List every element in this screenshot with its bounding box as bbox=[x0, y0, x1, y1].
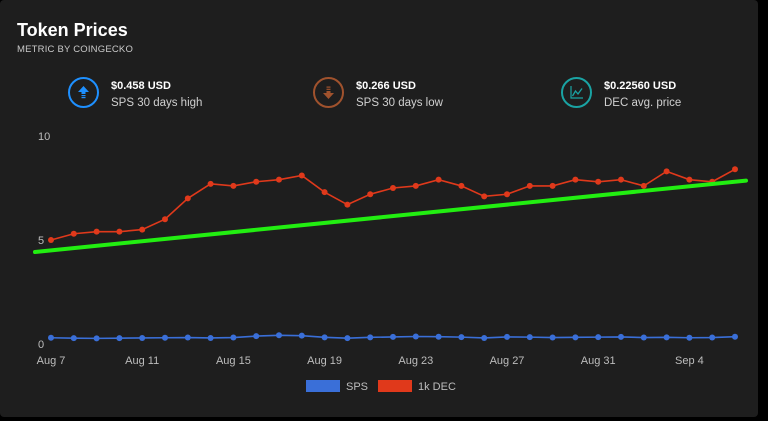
price-chart: 0 5 10 Aug 7 Aug 11 Aug 15 Aug 19 Aug 23 Aug 27 A… bbox=[33, 131, 748, 393]
trend-overlay-line bbox=[33, 178, 748, 255]
data-point-dec bbox=[139, 226, 146, 233]
data-point-sps bbox=[481, 334, 488, 341]
stat-value: $0.22560 USD bbox=[604, 80, 677, 92]
legend-label: SPS bbox=[346, 381, 368, 393]
data-point-dec bbox=[93, 228, 100, 235]
data-point-dec bbox=[207, 180, 214, 187]
x-tick-label: Sep 4 bbox=[675, 355, 704, 367]
x-tick-label: Aug 15 bbox=[216, 355, 251, 367]
data-point-dec bbox=[572, 176, 579, 183]
x-tick-label: Aug 19 bbox=[307, 355, 342, 367]
line-chart-icon bbox=[561, 77, 592, 108]
data-point-sps bbox=[367, 334, 374, 341]
stat-value: $0.458 USD bbox=[111, 80, 171, 92]
data-point-sps bbox=[709, 334, 716, 341]
data-point-dec bbox=[686, 176, 693, 183]
data-point-sps bbox=[253, 333, 260, 340]
stat-value: $0.266 USD bbox=[356, 80, 416, 92]
data-point-sps bbox=[663, 334, 670, 341]
token-prices-card: Token Prices METRIC BY COINGECKO $0.458 … bbox=[0, 0, 758, 417]
data-point-sps bbox=[230, 334, 237, 341]
data-point-sps bbox=[504, 333, 510, 340]
data-point-sps bbox=[412, 333, 419, 340]
data-point-dec bbox=[253, 178, 260, 185]
data-point-sps bbox=[686, 334, 693, 341]
legend-label: 1k DEC bbox=[418, 381, 456, 393]
y-tick-label: 10 bbox=[38, 131, 50, 143]
data-point-sps bbox=[298, 332, 305, 339]
data-point-dec bbox=[298, 172, 305, 179]
card-subtitle: METRIC BY COINGECKO bbox=[17, 44, 134, 55]
stat-label: SPS 30 days high bbox=[111, 97, 203, 109]
data-point-sps bbox=[572, 334, 579, 341]
data-point-dec bbox=[481, 193, 488, 200]
y-tick-label: 5 bbox=[38, 235, 44, 247]
data-point-dec bbox=[504, 191, 510, 198]
data-point-sps bbox=[184, 334, 191, 341]
data-point-dec bbox=[435, 176, 442, 183]
x-tick-label: Aug 23 bbox=[398, 355, 433, 367]
legend-swatch bbox=[378, 380, 412, 392]
data-point-sps bbox=[618, 333, 624, 340]
data-point-dec bbox=[640, 182, 647, 189]
x-tick-label: Aug 31 bbox=[581, 355, 616, 367]
data-point-dec bbox=[390, 185, 396, 191]
stat-label: SPS 30 days low bbox=[356, 97, 443, 109]
data-point-dec bbox=[458, 182, 465, 189]
stat-label: DEC avg. price bbox=[604, 97, 682, 109]
data-point-sps bbox=[321, 334, 328, 341]
data-point-sps bbox=[276, 332, 282, 339]
data-point-dec bbox=[162, 216, 168, 223]
data-point-dec bbox=[549, 182, 556, 189]
data-point-sps bbox=[116, 335, 123, 342]
series-line-dec bbox=[50, 168, 736, 241]
data-point-sps bbox=[139, 334, 146, 341]
data-point-sps bbox=[435, 333, 442, 340]
legend-swatch bbox=[306, 380, 340, 392]
data-point-sps bbox=[162, 334, 168, 341]
data-point-dec bbox=[184, 195, 191, 202]
data-point-dec bbox=[70, 230, 77, 237]
data-point-sps bbox=[390, 333, 396, 340]
data-point-dec bbox=[321, 189, 328, 196]
data-point-dec bbox=[116, 228, 123, 235]
data-point-sps bbox=[595, 334, 602, 341]
data-point-dec bbox=[230, 182, 237, 189]
data-point-dec bbox=[344, 201, 351, 208]
data-point-dec bbox=[412, 182, 419, 189]
x-tick-label: Aug 11 bbox=[125, 355, 159, 367]
data-point-sps bbox=[640, 334, 647, 341]
data-point-sps bbox=[549, 334, 556, 341]
data-point-dec bbox=[618, 176, 624, 183]
data-point-dec bbox=[595, 178, 602, 185]
data-point-sps bbox=[344, 335, 351, 342]
data-point-sps bbox=[526, 334, 533, 341]
data-point-sps bbox=[732, 333, 738, 340]
x-tick-label: Aug 7 bbox=[37, 355, 66, 367]
data-point-dec bbox=[367, 191, 374, 198]
arrow-down-icon bbox=[313, 77, 344, 108]
data-point-sps bbox=[93, 335, 100, 342]
card-title: Token Prices bbox=[17, 20, 128, 40]
data-point-sps bbox=[70, 335, 77, 342]
data-point-dec bbox=[48, 237, 54, 243]
y-tick-label: 0 bbox=[38, 339, 44, 351]
data-point-sps bbox=[48, 334, 54, 341]
x-tick-label: Aug 27 bbox=[490, 355, 525, 367]
data-point-sps bbox=[458, 334, 465, 341]
data-point-dec bbox=[663, 168, 670, 175]
data-point-dec bbox=[526, 182, 533, 189]
data-point-dec bbox=[276, 176, 282, 183]
data-point-sps bbox=[207, 334, 214, 341]
arrow-up-icon bbox=[68, 77, 99, 108]
data-point-dec bbox=[732, 166, 738, 173]
